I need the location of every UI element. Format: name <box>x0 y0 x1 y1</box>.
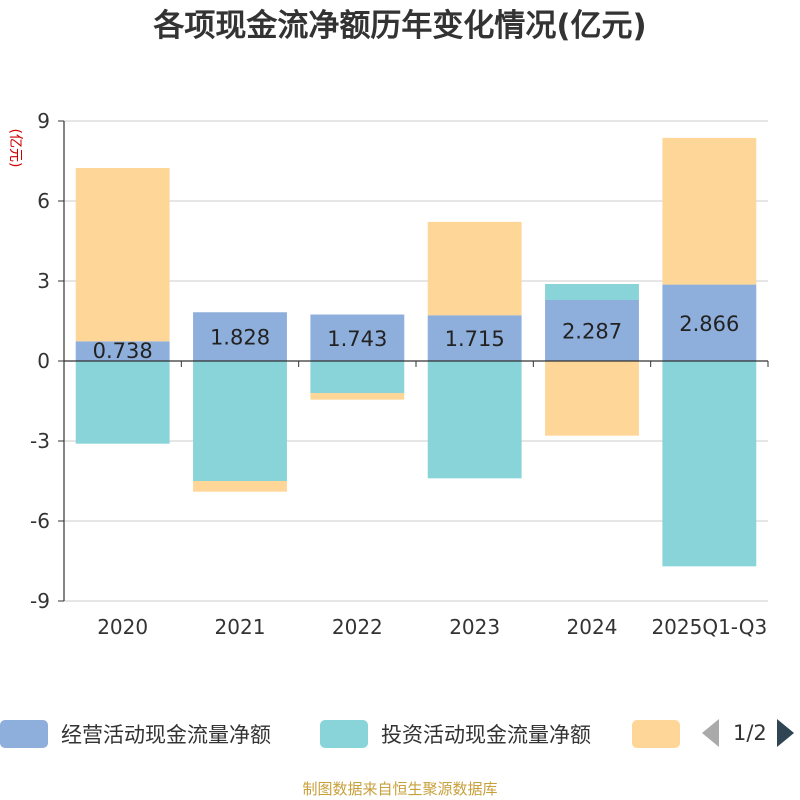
bar-s0-2023 <box>427 315 522 361</box>
bar-s2-2025Q1-Q3 <box>662 137 757 285</box>
x-tick-label: 2024 <box>567 615 618 639</box>
y-tick-label: 9 <box>37 109 50 133</box>
data-label: 2.866 <box>679 312 739 336</box>
data-label: 1.715 <box>445 327 505 351</box>
bar-s0-2021 <box>193 312 287 361</box>
bar-s1-2023 <box>427 361 522 479</box>
pager-text: 1/2 <box>733 721 767 745</box>
legend: 经营活动现金流量净额 投资活动现金流量净额 <box>0 712 800 756</box>
pager-next-icon[interactable] <box>776 719 794 747</box>
bar-s0-2025Q1-Q3 <box>662 284 757 361</box>
bar-s1-2020 <box>75 361 170 444</box>
y-tick-label: 0 <box>37 349 50 373</box>
bar-s2-2020 <box>75 167 170 342</box>
data-label: 2.287 <box>562 320 622 344</box>
legend-swatch-financing <box>632 720 680 748</box>
legend-item-financing[interactable] <box>632 719 693 749</box>
legend-item-operating[interactable]: 经营活动现金流量净额 <box>0 719 271 749</box>
chart-title: 各项现金流净额历年变化情况(亿元) <box>153 8 647 44</box>
bar-s1-2021 <box>193 361 287 481</box>
x-tick-label: 2022 <box>332 615 383 639</box>
bar-s2-2023 <box>427 221 522 316</box>
source-note: 制图数据来自恒生聚源数据库 <box>302 780 498 798</box>
legend-item-investing[interactable]: 投资活动现金流量净额 <box>320 719 591 749</box>
y-tick-label: 3 <box>37 269 50 293</box>
x-tick-label: 2020 <box>97 615 148 639</box>
bar-s2-2024 <box>545 361 639 436</box>
bar-s0-2020 <box>75 341 170 361</box>
y-tick-label: 6 <box>37 189 50 213</box>
y-tick-label: -9 <box>30 589 50 613</box>
bar-s2-2021 <box>193 481 287 492</box>
chart-plot: 9 6 3 0 -3 -6 -9 (亿元) 2020 2021 2022 2023 2024 2025Q1… <box>7 109 769 639</box>
bar-s2-2022 <box>310 393 405 400</box>
y-tick-label: -3 <box>30 429 50 453</box>
x-tick-label: 2023 <box>449 615 500 639</box>
y-tick-label: -6 <box>30 509 50 533</box>
x-tick-label: 2025Q1-Q3 <box>651 615 767 639</box>
bar-s1-2024 <box>545 284 639 301</box>
data-label: 1.828 <box>210 326 270 350</box>
legend-label-investing: 投资活动现金流量净额 <box>381 723 591 747</box>
data-label: 1.743 <box>327 327 387 351</box>
pager-prev-icon[interactable] <box>702 719 719 747</box>
bar-s1-2025Q1-Q3 <box>662 361 757 567</box>
x-tick-label: 2021 <box>215 615 266 639</box>
bar-s1-2022 <box>310 361 405 393</box>
legend-swatch-operating <box>0 720 48 748</box>
legend-pager: 1/2 <box>702 708 794 758</box>
legend-swatch-investing <box>320 720 368 748</box>
bar-s0-2024 <box>545 300 639 361</box>
data-label: 0.738 <box>93 339 153 363</box>
y-axis-label: (亿元) <box>7 129 23 168</box>
bar-s0-2022 <box>310 314 405 361</box>
legend-label-operating: 经营活动现金流量净额 <box>61 723 271 747</box>
